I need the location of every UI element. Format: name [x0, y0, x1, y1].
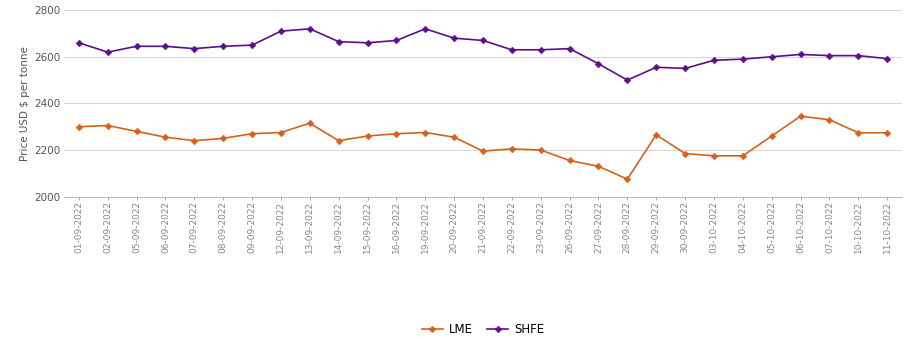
- LME: [160, 135, 171, 139]
- LME: [593, 164, 604, 168]
- SHFE: [563, 46, 574, 51]
- LME: [852, 131, 863, 135]
- SHFE: [275, 29, 286, 33]
- SHFE: [246, 43, 257, 47]
- LME: [736, 154, 747, 158]
- SHFE: [736, 57, 747, 61]
- LME: [246, 132, 257, 136]
- SHFE: [650, 65, 661, 69]
- SHFE: [333, 40, 344, 44]
- LME: [535, 148, 546, 152]
- LME: [563, 158, 574, 162]
- SHFE: [505, 48, 516, 52]
- SHFE: [535, 48, 546, 52]
- LME: [419, 131, 430, 135]
- LME: [794, 114, 805, 118]
- LME: [505, 147, 516, 151]
- SHFE: [102, 50, 113, 54]
- Line: SHFE: SHFE: [76, 26, 889, 82]
- SHFE: [74, 41, 85, 45]
- LME: [391, 132, 402, 136]
- LME: [102, 123, 113, 127]
- SHFE: [160, 44, 171, 48]
- LME: [650, 133, 661, 137]
- SHFE: [679, 66, 690, 71]
- LME: [304, 121, 315, 125]
- SHFE: [391, 38, 402, 42]
- LME: [679, 152, 690, 156]
- SHFE: [130, 44, 142, 48]
- SHFE: [188, 46, 199, 51]
- SHFE: [419, 27, 430, 31]
- SHFE: [708, 58, 719, 62]
- SHFE: [621, 78, 632, 82]
- LME: [130, 129, 142, 134]
- LME: [275, 131, 286, 135]
- SHFE: [361, 41, 372, 45]
- Line: LME: LME: [76, 114, 889, 182]
- LME: [766, 134, 777, 138]
- SHFE: [823, 54, 834, 58]
- Legend: LME, SHFE: LME, SHFE: [416, 318, 549, 339]
- SHFE: [794, 53, 805, 57]
- LME: [74, 125, 85, 129]
- LME: [880, 131, 891, 135]
- LME: [823, 118, 834, 122]
- LME: [448, 135, 460, 139]
- LME: [188, 139, 199, 143]
- SHFE: [766, 55, 777, 59]
- Y-axis label: Price USD $ per tonne: Price USD $ per tonne: [20, 46, 29, 161]
- SHFE: [477, 38, 488, 42]
- SHFE: [448, 36, 460, 40]
- SHFE: [593, 62, 604, 66]
- LME: [621, 177, 632, 181]
- LME: [333, 139, 344, 143]
- LME: [477, 149, 488, 153]
- LME: [708, 154, 719, 158]
- SHFE: [852, 54, 863, 58]
- LME: [361, 134, 372, 138]
- LME: [218, 136, 229, 140]
- SHFE: [304, 27, 315, 31]
- SHFE: [218, 44, 229, 48]
- SHFE: [880, 57, 891, 61]
